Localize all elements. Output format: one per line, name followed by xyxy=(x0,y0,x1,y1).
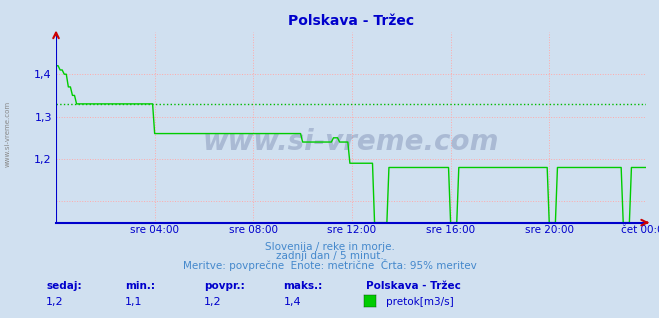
Text: sedaj:: sedaj: xyxy=(46,281,82,291)
Text: zadnji dan / 5 minut.: zadnji dan / 5 minut. xyxy=(275,251,384,261)
Text: pretok[m3/s]: pretok[m3/s] xyxy=(386,297,453,307)
Text: 1,2: 1,2 xyxy=(204,297,222,307)
Text: maks.:: maks.: xyxy=(283,281,323,291)
Title: Polskava - Tržec: Polskava - Tržec xyxy=(288,14,414,28)
Text: Slovenija / reke in morje.: Slovenija / reke in morje. xyxy=(264,242,395,252)
Text: www.si-vreme.com: www.si-vreme.com xyxy=(5,100,11,167)
Text: 1,4: 1,4 xyxy=(283,297,301,307)
Text: min.:: min.: xyxy=(125,281,156,291)
Text: www.si-vreme.com: www.si-vreme.com xyxy=(203,128,499,156)
Text: 1,1: 1,1 xyxy=(125,297,143,307)
Text: Meritve: povprečne  Enote: metrične  Črta: 95% meritev: Meritve: povprečne Enote: metrične Črta:… xyxy=(183,259,476,271)
Text: 1,2: 1,2 xyxy=(46,297,64,307)
Text: povpr.:: povpr.: xyxy=(204,281,245,291)
Text: Polskava - Tržec: Polskava - Tržec xyxy=(366,281,461,291)
